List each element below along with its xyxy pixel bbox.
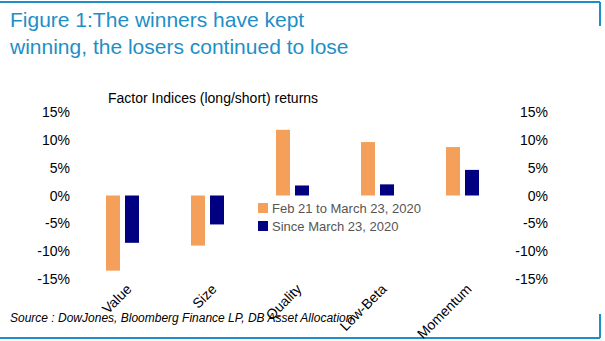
y-tick-label: -15%: [37, 271, 70, 287]
bar: [125, 196, 139, 243]
bar: [380, 184, 394, 195]
y2-tick-label: 15%: [520, 104, 548, 120]
y2-tick-label: 5%: [528, 160, 548, 176]
bar: [465, 170, 479, 196]
y2-tick-label: -10%: [515, 243, 548, 259]
subtitle: Factor Indices (long/short) returns: [108, 90, 318, 106]
bar: [106, 196, 120, 271]
y2-tick-label: -5%: [523, 215, 548, 231]
y-tick-label: 5%: [50, 160, 70, 176]
y2-tick-label: 0%: [528, 188, 548, 204]
bar: [276, 130, 290, 196]
y-tick-label: 0%: [50, 188, 70, 204]
bar: [361, 142, 375, 195]
legend-swatch: [258, 221, 268, 231]
frame-line: [0, 1, 600, 3]
x-tick-label: Size: [189, 281, 220, 312]
bar: [295, 185, 309, 195]
frame-line: [0, 337, 600, 339]
y2-tick-label: -15%: [515, 271, 548, 287]
frame-line: [599, 2, 601, 26]
y-tick-label: 10%: [42, 132, 70, 148]
frame-line: [599, 314, 601, 338]
y-tick-label: -5%: [45, 215, 70, 231]
legend-label: Since March 23, 2020: [272, 219, 398, 234]
x-tick-label: Low-Beta: [336, 281, 389, 334]
bar: [191, 196, 205, 246]
bar: [210, 196, 224, 225]
y-tick-label: -10%: [37, 243, 70, 259]
bar: [446, 147, 460, 195]
y-tick-label: 15%: [42, 104, 70, 120]
x-tick-label: Momentum: [414, 281, 475, 341]
legend-label: Feb 21 to March 23, 2020: [272, 201, 421, 216]
source: Source : DowJones, Bloomberg Finance LP,…: [10, 311, 353, 325]
y2-tick-label: 10%: [520, 132, 548, 148]
title: Figure 1:The winners have kept winning, …: [10, 6, 350, 60]
legend-swatch: [258, 203, 268, 213]
